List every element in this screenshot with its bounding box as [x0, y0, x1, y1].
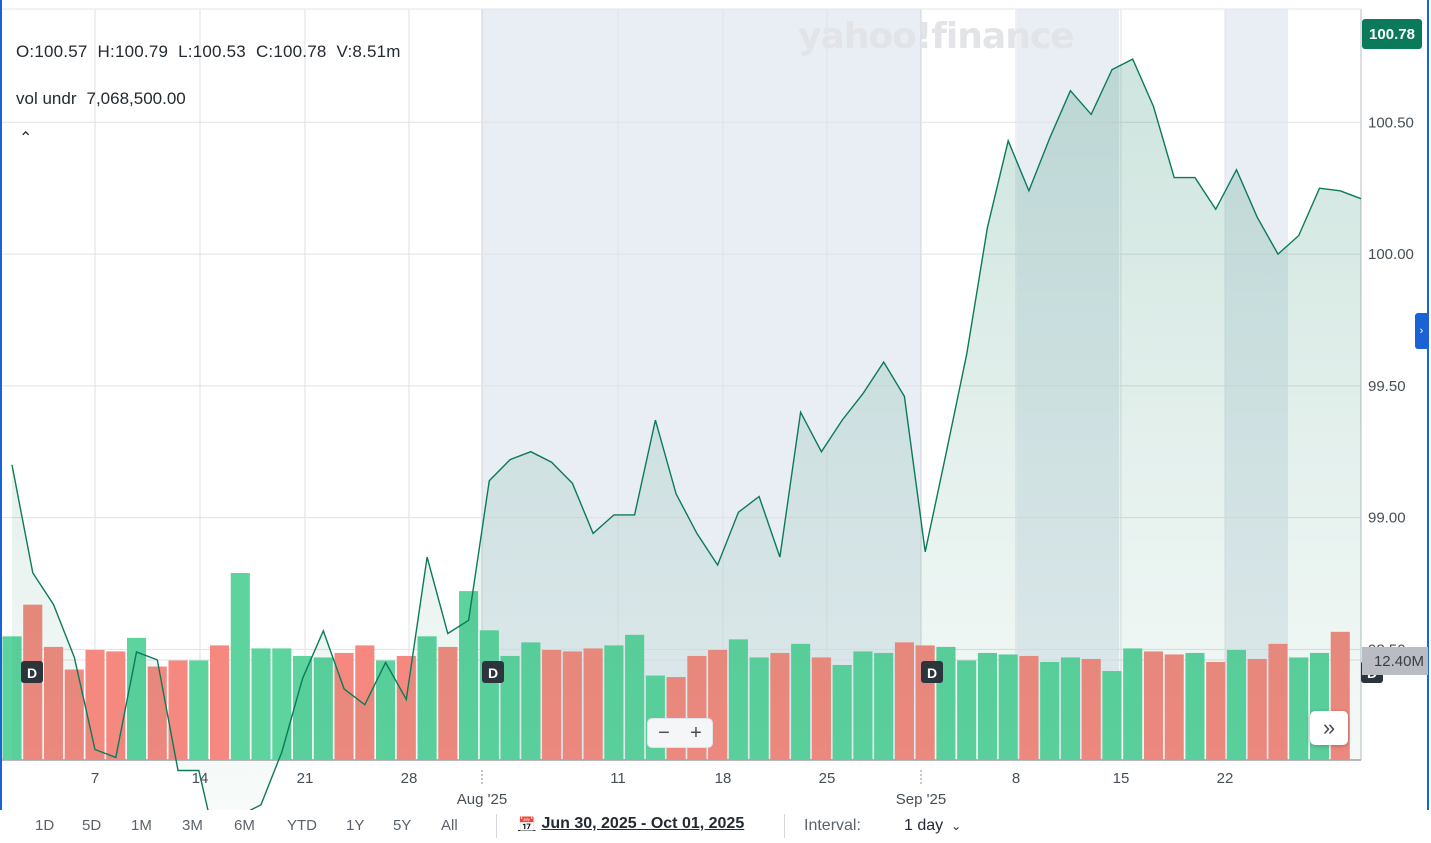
dividend-marker-label: D	[488, 665, 498, 681]
volume-bar	[272, 648, 292, 760]
dividend-marker-label: D	[927, 665, 937, 681]
volume-bar	[251, 648, 271, 760]
volume-indicator-label: vol undr	[16, 89, 77, 108]
price-line	[11, 58, 1362, 810]
expand-panel-chevron-icon[interactable]: ›	[1415, 313, 1428, 349]
range-1d[interactable]: 1D	[35, 817, 55, 834]
price-tick-label: 100.50	[1368, 114, 1414, 131]
yahoo-finance-watermark: yahoo!finance	[798, 16, 1075, 57]
volume-bar	[168, 660, 188, 760]
price-area	[12, 59, 1361, 810]
volume-bar	[209, 645, 230, 760]
month-tick-label: Sep '25	[896, 791, 946, 808]
range-3m[interactable]: 3M	[182, 817, 203, 834]
double-chevron-right-icon: »	[1322, 715, 1336, 740]
price-series-line	[11, 58, 1362, 810]
price-tick-label: 99.50	[1368, 378, 1406, 395]
date-tick-label: 21	[297, 770, 314, 787]
frame-right	[1427, 0, 1429, 810]
frame-left	[0, 0, 2, 810]
dividend-marker: D	[921, 661, 943, 683]
divider	[496, 814, 497, 838]
date-range-picker[interactable]: 📅 Jun 30, 2025 - Oct 01, 2025	[518, 815, 744, 833]
zoom-out-button[interactable]: −	[658, 721, 670, 744]
low-value: L:100.53	[178, 42, 246, 61]
range-1m[interactable]: 1M	[131, 817, 152, 834]
date-tick-label: 18	[715, 770, 732, 787]
date-tick-label: 14	[192, 770, 209, 787]
interval-value: 1 day	[904, 817, 944, 834]
interval-label: Interval:	[804, 817, 861, 834]
date-tick-label: 15	[1113, 770, 1130, 787]
interval-select[interactable]: 1 day ⌄	[904, 817, 961, 835]
range-5d[interactable]: 5D	[82, 817, 102, 834]
bottom-toolbar: 1D 5D 1M 3M 6M YTD 1Y 5Y All 📅 Jun 30, 2…	[0, 810, 1431, 843]
range-1y[interactable]: 1Y	[346, 817, 365, 834]
date-tick-label: 8	[1012, 770, 1020, 787]
collapse-caret-icon[interactable]: ⌃	[19, 130, 33, 147]
open-value: O:100.57	[16, 42, 88, 61]
price-tick-label: 100.00	[1368, 246, 1414, 263]
volume-axis-tag: 12.40M	[1362, 647, 1428, 675]
volume-indicator-value: 7,068,500.00	[86, 89, 186, 108]
volume-bar	[230, 573, 250, 760]
last-price-tag: 100.78	[1362, 19, 1422, 49]
dividend-marker: D	[482, 661, 504, 683]
date-range-label: Jun 30, 2025 - Oct 01, 2025	[541, 815, 745, 832]
date-tick-label: 22	[1217, 770, 1234, 787]
price-tick-label: 99.00	[1368, 510, 1406, 527]
dividend-marker-box	[21, 661, 43, 683]
date-tick-label: 7	[91, 770, 99, 787]
chevron-down-icon: ⌄	[951, 819, 962, 833]
date-tick-label: 28	[401, 770, 418, 787]
dividend-marker-box	[482, 661, 504, 683]
range-5y[interactable]: 5Y	[393, 817, 412, 834]
divider	[784, 814, 785, 838]
high-value: H:100.79	[97, 42, 169, 61]
volume-value: V:8.51m	[336, 42, 401, 61]
range-6m[interactable]: 6M	[234, 817, 255, 834]
calendar-icon: 📅	[518, 815, 536, 832]
range-all[interactable]: All	[441, 817, 458, 834]
dividend-marker: D	[21, 661, 43, 683]
date-tick-label: 25	[819, 770, 836, 787]
time-axis: 7 14 21 28 11 18 25 8 15 22 Aug '25 Sep '25	[91, 770, 1234, 808]
dividend-marker-label: D	[27, 665, 37, 681]
volume-indicator[interactable]: vol undr 7,068,500.00	[16, 89, 186, 109]
scroll-to-latest-button[interactable]: »	[1310, 711, 1348, 745]
ohlc-readout: O:100.57 H:100.79 L:100.53 C:100.78 V:8.…	[16, 42, 401, 62]
dividend-marker-box	[921, 661, 943, 683]
zoom-controls: − +	[648, 719, 712, 747]
range-ytd[interactable]: YTD	[287, 817, 317, 834]
price-area-fill	[12, 59, 1361, 810]
month-tick-label: Aug '25	[457, 791, 507, 808]
volume-bar	[189, 660, 209, 760]
date-tick-label: 11	[610, 770, 626, 787]
close-value: C:100.78	[255, 42, 327, 61]
zoom-in-button[interactable]: +	[690, 721, 702, 744]
